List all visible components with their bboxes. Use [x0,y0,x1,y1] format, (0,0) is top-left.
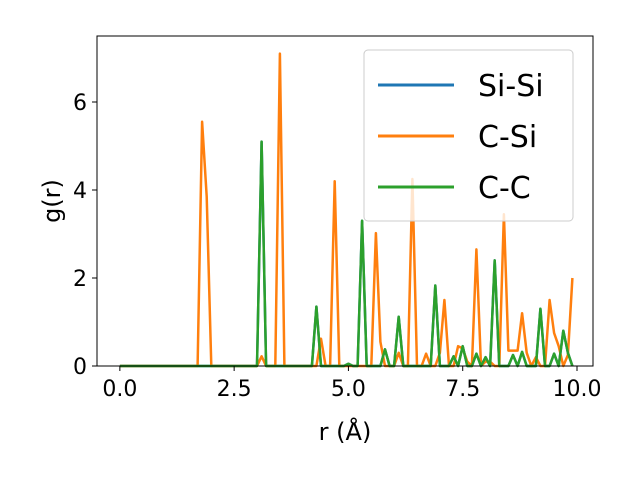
legend: Si-Si C-Si C-C [363,49,574,222]
x-tick-label: 7.5 [445,377,480,402]
legend-label-c-si: C-Si [478,120,537,155]
x-tick-label: 5.0 [331,377,366,402]
y-tick-label: 6 [73,91,87,116]
x-tick-label: 0.0 [102,377,137,402]
x-tick-label: 10.0 [553,377,602,402]
x-axis: 0.0 2.5 5.0 7.5 10.0 [102,366,601,402]
legend-box [363,49,574,222]
x-axis-label: r (Å) [319,417,372,446]
x-tick-label: 2.5 [217,377,252,402]
y-tick-label: 2 [73,267,87,292]
y-tick-label: 0 [73,355,87,380]
legend-label-c-c: C-C [478,171,531,206]
y-tick-label: 4 [73,179,87,204]
legend-label-si-si: Si-Si [478,69,544,104]
y-axis: 0 2 4 6 [73,91,97,380]
y-axis-label: g(r) [38,179,66,223]
plot-frame [96,35,594,367]
